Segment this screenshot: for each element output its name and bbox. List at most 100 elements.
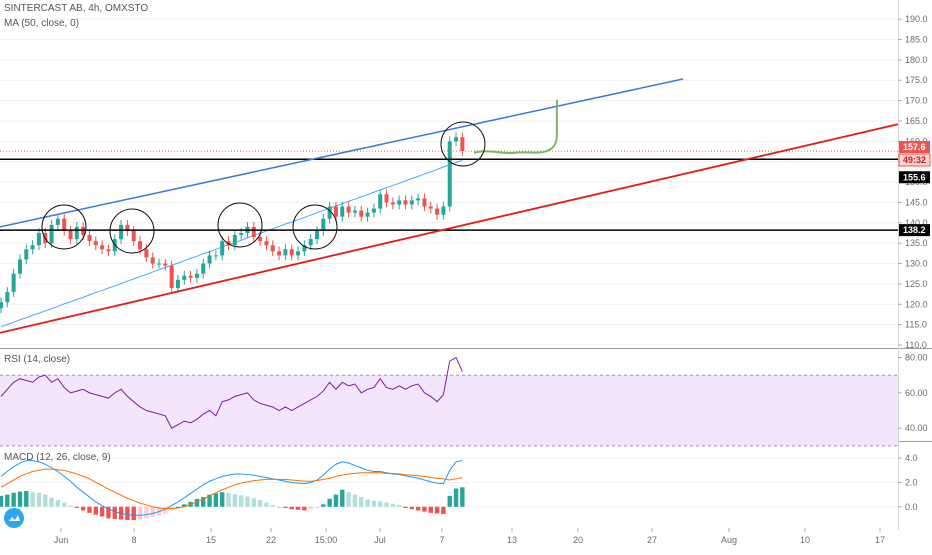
countdown-badge-text: 49:32 — [903, 155, 926, 165]
candle — [333, 206, 338, 217]
time-tick-label: 13 — [507, 535, 517, 545]
macd-histogram-bar — [87, 506, 92, 513]
candle — [213, 255, 218, 257]
macd-histogram-bar — [74, 506, 80, 508]
candle — [5, 292, 10, 303]
macd-histogram-bar — [68, 505, 73, 507]
macd-histogram-bar — [321, 504, 326, 507]
macd-histogram-bar — [359, 497, 364, 507]
macd-histogram-bar — [276, 506, 282, 508]
macd-tick-label: 4.0 — [905, 453, 918, 463]
candle — [302, 245, 307, 252]
candle — [194, 273, 199, 278]
macd-histogram-bar — [131, 506, 136, 521]
macd-histogram-bar — [36, 492, 42, 507]
level-low-badge-text: 138.2 — [903, 225, 926, 235]
candle — [138, 241, 143, 250]
rsi-indicator-label[interactable]: RSI (14, close) — [4, 354, 71, 365]
price-badge-box — [899, 141, 930, 153]
price-tick-label: 180.0 — [905, 55, 928, 65]
candle — [87, 235, 92, 242]
macd-histogram-bar — [11, 492, 16, 507]
candle — [390, 202, 395, 205]
time-tick-label: 20 — [573, 535, 583, 545]
candle — [447, 141, 452, 207]
macd-histogram-bar — [201, 497, 206, 507]
time-tick-label: 17 — [875, 535, 885, 545]
time-tick-label: Aug — [721, 535, 737, 545]
macd-histogram-bar — [207, 494, 212, 507]
ma-indicator-label[interactable]: MA (50, close, 0) — [4, 18, 80, 29]
macd-histogram-bar — [371, 500, 377, 507]
level-low-badge: 138.2 — [899, 224, 930, 237]
candle — [226, 241, 231, 246]
swing-high-circle — [440, 121, 486, 167]
macd-histogram-bar — [251, 498, 256, 507]
tradingview-logo-icon[interactable] — [4, 508, 24, 528]
candle — [365, 212, 370, 217]
candle — [207, 255, 212, 264]
macd-histogram-bar — [270, 504, 275, 507]
macd-histogram-bar — [49, 497, 54, 507]
level-low-badge-box — [899, 224, 930, 237]
macd-histogram-bar — [226, 492, 231, 507]
macd-histogram-bar — [415, 506, 421, 511]
macd-histogram-bar — [289, 506, 294, 510]
candle — [277, 251, 282, 256]
macd-indicator-label[interactable]: MACD (12, 26, close, 9) — [4, 452, 111, 463]
macd-histogram-bar — [175, 506, 181, 508]
countdown-badge-box — [898, 153, 931, 167]
macd-histogram-bar — [422, 506, 427, 512]
macd-histogram-bar — [346, 492, 351, 507]
candle — [283, 249, 288, 256]
macd-histogram-bar — [80, 506, 86, 511]
upper-trendline — [0, 78, 684, 228]
macd-histogram-bar — [55, 500, 61, 507]
macd-line — [0, 460, 463, 516]
candle — [371, 208, 376, 213]
level-high-badge: 155.6 — [899, 171, 930, 184]
macd-histogram-bar — [125, 506, 130, 521]
candle — [68, 230, 73, 240]
candle — [435, 208, 440, 215]
chart-title: SINTERCAST AB, 4h, OMXSTO — [4, 3, 149, 14]
price-tick-label: 130.0 — [905, 259, 928, 269]
candle — [93, 241, 98, 246]
candle — [169, 265, 174, 288]
macd-histogram-bar — [24, 490, 29, 507]
candle — [74, 226, 79, 240]
macd-histogram-bar — [30, 492, 35, 507]
price-tick-label: 115.0 — [905, 320, 927, 330]
macd-histogram-bar — [365, 499, 370, 507]
price-tick-label: 110.0 — [905, 340, 927, 350]
macd-histogram-bar — [156, 506, 162, 516]
candle — [157, 263, 161, 265]
price-badge: 157.6 — [899, 141, 930, 153]
candle — [296, 251, 301, 256]
macd-histogram-bar — [150, 506, 155, 518]
macd-histogram-bar — [137, 506, 143, 520]
candle — [251, 226, 256, 238]
macd-histogram-bar — [460, 487, 465, 507]
ma50-line — [0, 160, 463, 328]
macd-histogram-bar — [257, 500, 263, 507]
candle — [232, 235, 237, 246]
candle — [321, 218, 326, 231]
time-tick-label: 8 — [131, 535, 136, 545]
macd-histogram-bar — [340, 489, 345, 507]
cloud-icon — [9, 515, 20, 521]
candle — [182, 275, 187, 280]
level-high-badge-text: 155.6 — [903, 172, 926, 182]
macd-histogram-bar — [238, 495, 244, 507]
macd-histogram-bar — [384, 502, 389, 507]
macd-histogram-bar — [333, 494, 339, 507]
macd-histogram-bar — [112, 506, 117, 519]
lower-trendline — [0, 123, 899, 334]
price-tick-label: 120.0 — [905, 299, 928, 309]
price-tick-label: 140.0 — [905, 218, 928, 228]
macd-histogram-bar — [308, 506, 313, 510]
candle — [289, 249, 294, 256]
macd-histogram-bar — [264, 502, 269, 507]
macd-histogram-bar — [62, 502, 67, 507]
